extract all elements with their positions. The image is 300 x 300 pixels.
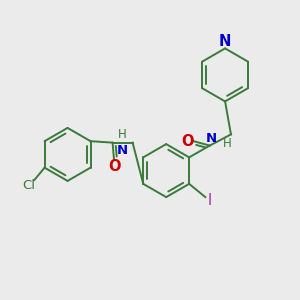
- Text: N: N: [219, 34, 231, 50]
- Text: H: H: [118, 128, 127, 141]
- Text: O: O: [108, 159, 120, 174]
- Text: H: H: [223, 137, 231, 150]
- Text: N: N: [117, 144, 128, 157]
- Text: Cl: Cl: [22, 179, 35, 192]
- Text: I: I: [208, 193, 212, 208]
- Text: N: N: [206, 132, 217, 145]
- Text: O: O: [182, 134, 194, 149]
